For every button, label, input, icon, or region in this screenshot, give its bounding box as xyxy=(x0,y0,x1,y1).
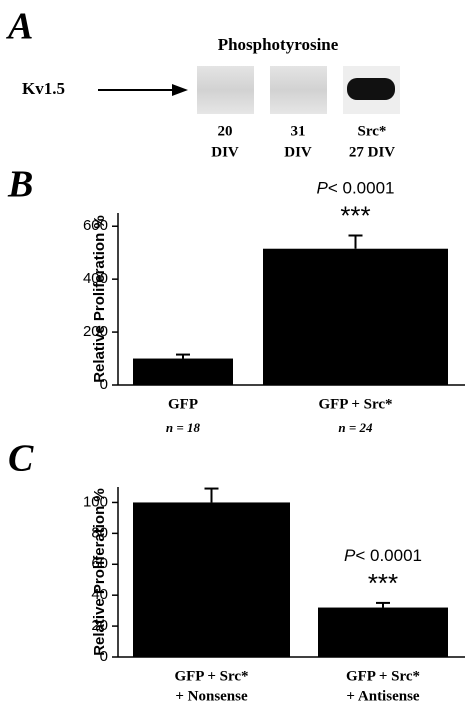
blot-title: Phosphotyrosine xyxy=(218,35,339,54)
y-tick-label: 60 xyxy=(91,555,108,572)
blot-band xyxy=(347,78,395,100)
y-tick-label: 80 xyxy=(91,524,108,541)
lane-label: 27 DIV xyxy=(349,144,395,160)
x-tick-label: GFP + Src* xyxy=(346,668,420,684)
n-label: n = 18 xyxy=(166,420,201,435)
y-tick-label: 0 xyxy=(100,648,108,665)
bar xyxy=(133,502,290,657)
blot-lane xyxy=(270,66,327,114)
lane-label: DIV xyxy=(211,144,239,160)
panel-letter: A xyxy=(6,6,33,48)
error-bar xyxy=(348,234,363,249)
n-label: n = 24 xyxy=(338,420,373,435)
lane-label: DIV xyxy=(284,144,312,160)
error-bar xyxy=(176,353,190,359)
x-tick-label: GFP + Src* xyxy=(318,396,392,412)
bar xyxy=(318,607,448,657)
p-value: P< 0.0001 xyxy=(344,546,422,565)
bar xyxy=(263,248,448,385)
x-tick-label: GFP xyxy=(168,396,198,412)
lane-label: Src* xyxy=(358,123,387,139)
error-bar xyxy=(204,487,219,503)
x-tick-label: + Nonsense xyxy=(175,688,248,704)
p-text: < 0.0001 xyxy=(328,179,395,198)
p-value: P< 0.0001 xyxy=(317,179,395,198)
y-tick-label: 600 xyxy=(83,217,108,234)
y-axis-label: Relative Proliferation % xyxy=(91,488,108,656)
bar xyxy=(133,358,233,385)
panel-letter: B xyxy=(7,164,33,206)
y-tick-label: 100 xyxy=(83,493,108,510)
y-tick-label: 20 xyxy=(91,617,108,634)
p-text: < 0.0001 xyxy=(355,546,422,565)
x-tick-label: GFP + Src* xyxy=(174,668,248,684)
error-bar xyxy=(376,601,390,608)
lane-label: 20 xyxy=(218,123,233,139)
y-tick-label: 200 xyxy=(83,323,108,340)
p-symbol: P xyxy=(344,546,356,565)
lane-label: 31 xyxy=(291,123,306,139)
blot-lane xyxy=(197,66,254,114)
panel-letter: C xyxy=(8,438,34,480)
y-axis-label: Relative Proliferation % xyxy=(91,215,108,383)
x-tick-label: + Antisense xyxy=(346,688,419,704)
y-tick-label: 40 xyxy=(91,586,108,603)
y-tick-label: 400 xyxy=(83,270,108,287)
p-symbol: P xyxy=(317,179,329,198)
arrow xyxy=(98,84,188,96)
significance: *** xyxy=(340,200,370,230)
significance: *** xyxy=(368,568,398,598)
marker-label: Kv1.5 xyxy=(22,79,65,98)
y-tick-label: 0 xyxy=(100,376,108,393)
